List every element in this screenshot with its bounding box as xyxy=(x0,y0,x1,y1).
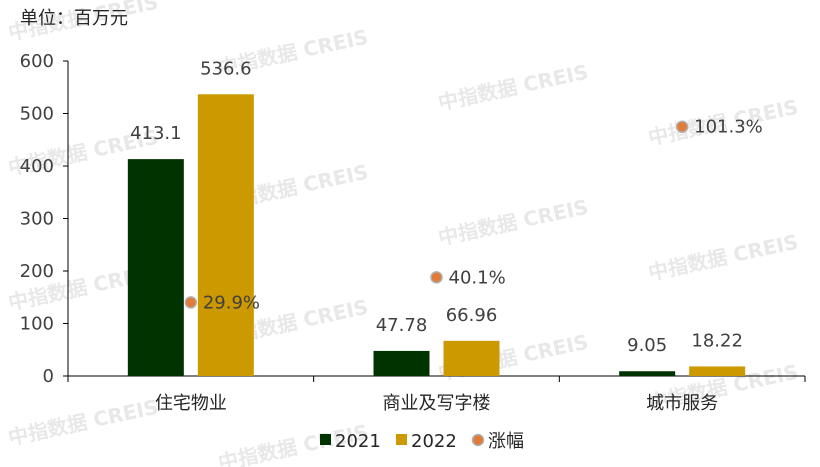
bar-2021 xyxy=(619,371,676,376)
y-tick-label: 200 xyxy=(20,261,54,282)
legend-label: 2021 xyxy=(335,431,381,452)
bar-value-label: 413.1 xyxy=(130,123,182,144)
growth-point xyxy=(675,120,689,133)
y-tick-label: 300 xyxy=(20,209,54,230)
bar-2021 xyxy=(127,159,184,376)
bar-2021 xyxy=(373,350,430,376)
y-tick-label: 500 xyxy=(20,104,54,125)
x-category-label: 商业及写字楼 xyxy=(383,393,491,414)
bar-2022 xyxy=(197,94,254,376)
growth-point xyxy=(430,271,443,284)
bar-value-label: 66.96 xyxy=(446,305,498,326)
bar-value-label: 536.6 xyxy=(200,58,252,79)
y-tick-label: 600 xyxy=(20,51,54,72)
legend: 2021 2022 涨幅 xyxy=(320,431,524,452)
legend-label: 涨幅 xyxy=(488,431,524,452)
watermark-text: 中指数据 CREIS xyxy=(646,230,800,285)
legend-swatch-2022 xyxy=(396,434,407,445)
x-category-label: 城市服务 xyxy=(646,393,718,414)
watermark-text: 中指数据 CREIS xyxy=(436,195,590,250)
y-tick-label: 0 xyxy=(43,366,54,387)
y-tick-label: 400 xyxy=(20,156,54,177)
growth-point xyxy=(184,296,198,309)
growth-value-label: 29.9% xyxy=(203,292,260,313)
legend-label: 2022 xyxy=(411,431,457,452)
bars: 413.1 536.6 47.78 66.96 9.05 18.22 xyxy=(127,58,746,376)
unit-label: 单位：百万元 xyxy=(20,8,128,29)
bar-value-label: 9.05 xyxy=(627,335,667,356)
bar-value-label: 47.78 xyxy=(376,315,428,336)
growth-value-label: 101.3% xyxy=(694,117,763,138)
watermark-text: 中指数据 CREIS xyxy=(436,60,590,115)
watermark-text: 中指数据 CREIS xyxy=(646,0,800,5)
x-axis: 住宅物业 商业及写字楼 城市服务 xyxy=(67,375,806,414)
growth-value-label: 40.1% xyxy=(449,267,506,288)
bar-2022 xyxy=(689,366,746,376)
watermark-text: 中指数据 CREIS xyxy=(6,395,160,450)
x-category-label: 住宅物业 xyxy=(155,393,227,414)
legend-swatch-2021 xyxy=(320,434,331,445)
bar-2022 xyxy=(443,340,500,376)
y-axis: 0 100 200 300 400 500 600 xyxy=(20,51,69,387)
y-tick-label: 100 xyxy=(20,314,54,335)
bar-value-label: 18.22 xyxy=(691,330,743,351)
growth-points: 29.9% 40.1% 101.3% xyxy=(184,117,763,313)
legend-swatch-growth xyxy=(471,433,485,447)
